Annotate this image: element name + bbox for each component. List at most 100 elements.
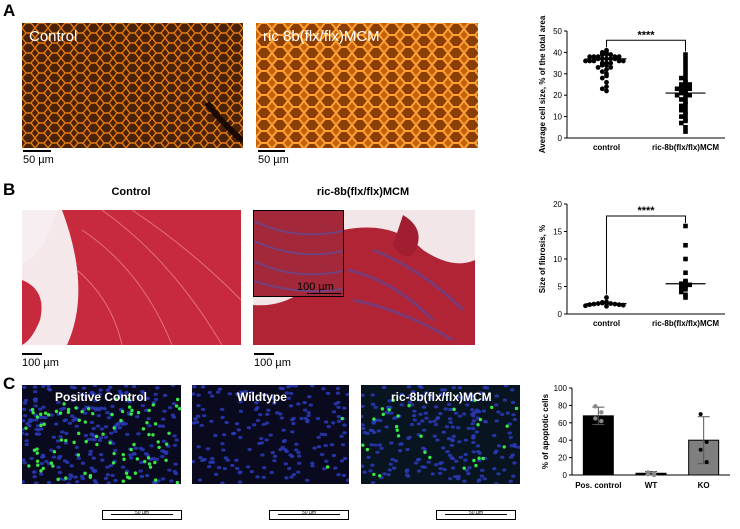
data-point [674, 86, 680, 92]
cell-size-scatter-chart: 0 10 20 30 40 50 Average cell size, % of the t… [520, 0, 740, 170]
data-point [683, 118, 688, 124]
y-tick-label: 40 [553, 48, 562, 57]
data-point [616, 54, 622, 60]
fibrosis-scatter-chart: 0 5 10 15 20 Size of fibrosis, % control ric-8b… [520, 182, 740, 342]
y-tick-label: 40 [558, 436, 567, 445]
data-point [704, 439, 709, 444]
data-point [679, 97, 684, 102]
y-tick-label: 15 [553, 228, 562, 237]
ko-fibrosis-micrograph: 100 µm [253, 210, 475, 345]
data-point [683, 60, 688, 66]
data-point [599, 62, 605, 68]
wildtype-scale-label: 50 µm [302, 510, 316, 516]
x-tick-label: ric-8b(flx/flx)MCM [652, 143, 719, 152]
data-point [687, 92, 692, 98]
data-point [587, 58, 593, 64]
data-point [683, 270, 688, 276]
data-point [687, 282, 692, 288]
data-point [608, 60, 614, 66]
data-point [683, 279, 688, 285]
control-cell-size-micrograph: Control [22, 23, 243, 148]
data-point [683, 80, 688, 85]
data-point [679, 289, 684, 295]
panel-a-letter: A [3, 1, 16, 20]
y-tick-label: 5 [558, 283, 563, 292]
significance-label: **** [637, 205, 655, 217]
data-point [604, 84, 609, 90]
ko-tunel-scale-bar: 50 µm [436, 510, 516, 520]
y-axis-label: Size of fibrosis, % [538, 225, 547, 293]
wildtype-tunel-micrograph: Wildtype [192, 385, 349, 484]
control-fibrosis-scale-bar [22, 353, 42, 355]
control-fibrosis-micrograph [22, 210, 241, 345]
apoptosis-chart-svg: 0 20 40 60 80 100 % of apoptotic cells Pos. con… [541, 384, 730, 490]
data-point [679, 114, 684, 119]
data-point [645, 471, 651, 477]
y-axis-label: Average cell size, % of the total area [538, 15, 547, 153]
panel-c-letter: C [3, 374, 16, 393]
data-point [683, 105, 688, 111]
data-point [599, 418, 604, 424]
data-point [679, 75, 684, 81]
data-point [604, 73, 609, 79]
y-axis-label: % of apoptotic cells [541, 393, 550, 469]
y-tick-label: 80 [558, 401, 567, 410]
fibrosis-chart-svg: 0 5 10 15 20 Size of fibrosis, % control ric-8b… [538, 200, 725, 328]
data-point [604, 295, 609, 300]
positive-control-scale-bar: 50 µm [102, 510, 182, 520]
data-point [683, 52, 688, 57]
data-point [683, 284, 688, 289]
data-point [591, 58, 597, 64]
data-point [604, 303, 609, 309]
wildtype-scale-bar: 50 µm [269, 510, 349, 520]
wildtype-label: Wildtype [237, 390, 287, 404]
data-point [674, 92, 680, 98]
positive-control-scale-label: 50 µm [135, 510, 149, 516]
data-point [595, 64, 601, 70]
ko-tunel-scale-label: 50 µm [469, 510, 483, 516]
positive-control-label: Positive Control [55, 390, 148, 404]
data-point [683, 295, 688, 300]
data-point [683, 69, 688, 74]
y-tick-label: 0 [558, 310, 563, 319]
y-tick-label: 0 [563, 471, 568, 480]
data-point [679, 120, 684, 126]
data-point [599, 410, 604, 415]
fibrosis-inset [253, 210, 344, 297]
data-point [604, 62, 609, 68]
data-point [599, 86, 605, 92]
ko-image-label: ric 8b(flx/flx)MCM [263, 28, 380, 45]
control-fibrosis-title: Control [111, 186, 151, 198]
data-point [683, 84, 688, 89]
panel-b-letter: B [3, 180, 16, 199]
data-point [698, 412, 703, 417]
data-point [583, 303, 588, 309]
y-tick-label: 10 [553, 255, 562, 264]
control-image-label: Control [29, 28, 78, 45]
data-point [604, 52, 609, 57]
bar [582, 415, 614, 476]
x-tick-label: control [593, 319, 620, 328]
data-point [698, 447, 703, 452]
control-scale-label: 50 µm [23, 154, 54, 166]
control-scale-bar [23, 150, 51, 152]
data-point [683, 65, 688, 70]
data-point [683, 242, 688, 248]
apoptosis-bar-chart: 0 20 40 60 80 100 % of apoptotic cells Pos. con… [520, 360, 740, 524]
ko-fibrosis-scale-bar [254, 353, 274, 355]
cell-size-chart-svg: 0 10 20 30 40 50 Average cell size, % of the t… [538, 15, 725, 153]
ko-scale-label: 50 µm [258, 154, 289, 166]
data-point [683, 95, 688, 100]
data-point [683, 101, 688, 107]
x-tick-label: KO [698, 481, 710, 490]
data-point [593, 416, 598, 421]
ko-tunel-label: ric-8b(flx/flx)MCM [391, 390, 492, 404]
data-point [683, 73, 688, 79]
data-point [583, 58, 588, 64]
positive-control-tunel-micrograph: Positive Control [22, 385, 181, 484]
data-point [687, 86, 692, 92]
ko-tunel-micrograph: ric-8b(flx/flx)MCM [361, 385, 520, 484]
ko-cell-size-micrograph: ric 8b(flx/flx)MCM [256, 23, 478, 148]
data-point [704, 459, 709, 464]
data-point [679, 107, 684, 113]
